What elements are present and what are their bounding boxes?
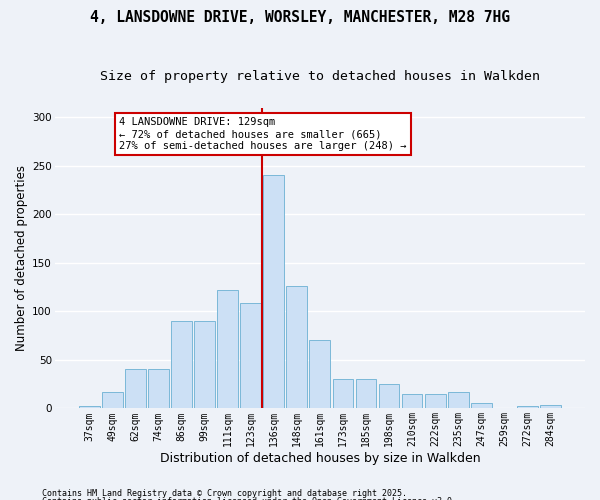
Bar <box>148 368 169 408</box>
Bar <box>356 380 376 408</box>
Text: 4, LANSDOWNE DRIVE, WORSLEY, MANCHESTER, M28 7HG: 4, LANSDOWNE DRIVE, WORSLEY, MANCHESTER,… <box>90 10 510 25</box>
Bar <box>471 402 491 408</box>
Bar <box>402 394 422 408</box>
Bar <box>310 340 330 408</box>
Title: Size of property relative to detached houses in Walkden: Size of property relative to detached ho… <box>100 70 540 83</box>
Bar <box>263 174 284 408</box>
Text: Contains HM Land Registry data © Crown copyright and database right 2025.: Contains HM Land Registry data © Crown c… <box>42 488 407 498</box>
Bar <box>240 302 261 408</box>
Text: 4 LANSDOWNE DRIVE: 129sqm
← 72% of detached houses are smaller (665)
27% of semi: 4 LANSDOWNE DRIVE: 129sqm ← 72% of detac… <box>119 118 407 150</box>
Bar <box>425 394 446 408</box>
Bar <box>448 392 469 408</box>
Bar <box>194 321 215 408</box>
Bar <box>540 404 561 408</box>
Bar <box>171 321 192 408</box>
Bar <box>332 380 353 408</box>
Bar <box>217 290 238 408</box>
X-axis label: Distribution of detached houses by size in Walkden: Distribution of detached houses by size … <box>160 452 480 465</box>
Bar <box>517 406 538 408</box>
Y-axis label: Number of detached properties: Number of detached properties <box>15 165 28 351</box>
Bar <box>379 384 400 408</box>
Bar <box>79 406 100 408</box>
Bar <box>125 368 146 408</box>
Bar <box>286 286 307 408</box>
Bar <box>102 392 122 408</box>
Text: Contains public sector information licensed under the Open Government Licence v3: Contains public sector information licen… <box>42 497 457 500</box>
